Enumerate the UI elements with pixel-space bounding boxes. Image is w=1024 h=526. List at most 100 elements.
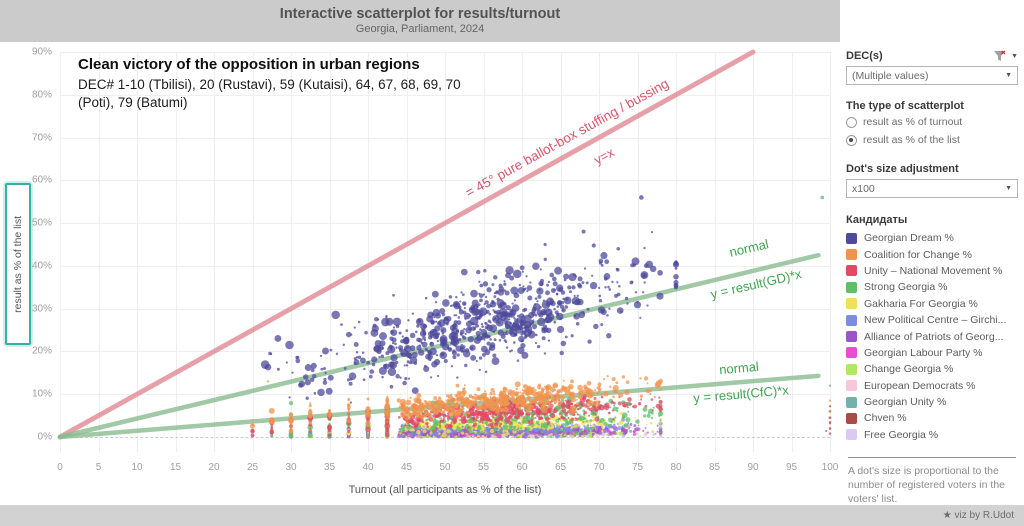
x-tick-label: 35 xyxy=(323,462,336,473)
legend-label: Strong Georgia % xyxy=(864,281,948,294)
legend-item[interactable]: Georgian Unity % xyxy=(846,394,1018,410)
footer-bar: ★ viz by R.Udot xyxy=(0,505,1024,526)
x-tick-label: 25 xyxy=(246,462,259,473)
legend-swatch xyxy=(846,265,857,277)
legend-label: Georgian Unity % xyxy=(864,396,947,409)
x-tick-label: 10 xyxy=(131,462,143,473)
y-tick-label: 10% xyxy=(31,388,52,400)
legend-item[interactable]: European Democrats % xyxy=(846,378,1018,394)
legend-swatch xyxy=(846,232,857,244)
x-tick-label: 75 xyxy=(631,462,644,473)
legend-title: Кандидаты xyxy=(846,214,908,226)
dec-filter-dropdown[interactable]: (Multiple values) ▼ xyxy=(846,66,1018,85)
x-tick-label: 85 xyxy=(708,462,721,473)
dot-size-value: x100 xyxy=(852,182,875,195)
legend-swatch xyxy=(846,429,857,441)
x-tick-label: 45 xyxy=(400,462,413,473)
scatterplot[interactable]: 0 5 10 15 20 25 30 35 40 45 50 55 60 65 70 75 80 85 90 95 10… xyxy=(0,42,840,505)
radio-selected-icon[interactable] xyxy=(846,134,857,146)
y-tick-label: 40% xyxy=(31,260,52,272)
scatterplot-type-option-1[interactable]: result as % of the list xyxy=(846,132,1018,148)
legend-swatch xyxy=(846,331,857,343)
legend-swatch xyxy=(846,249,857,261)
scatterplot-type-options: result as % of turnout result as % of the… xyxy=(846,114,1018,148)
legend-item[interactable]: Georgian Labour Party % xyxy=(846,345,1018,361)
x-tick-label: 20 xyxy=(208,462,220,473)
legend-label: Alliance of Patriots of Georg... xyxy=(864,330,1004,343)
chevron-down-icon: ▼ xyxy=(1005,72,1012,79)
control-panel: DEC(s) ▼ (Multiple values) ▼ The type of… xyxy=(840,0,1024,505)
y-axis-label-text: result as % of the list xyxy=(12,215,24,313)
legend-label: Coalition for Change % xyxy=(864,248,972,261)
legend-swatch xyxy=(846,363,857,375)
x-tick-label: 40 xyxy=(362,462,374,473)
dashboard-subtitle: Georgia, Parliament, 2024 xyxy=(355,23,485,35)
panel-separator xyxy=(848,457,1016,459)
annotation: Clean victory of the opposition in urban… xyxy=(78,56,498,111)
y-tick-label: 30% xyxy=(31,303,52,315)
y-tick-label: 0% xyxy=(37,431,52,443)
dot-size-dropdown[interactable]: x100 ▼ xyxy=(846,179,1018,198)
legend-item[interactable]: Coalition for Change % xyxy=(846,246,1018,262)
dec-menu-caret-icon[interactable]: ▼ xyxy=(1011,52,1018,60)
scatterplot-type-option-0[interactable]: result as % of turnout xyxy=(846,114,1018,130)
legend-swatch xyxy=(846,314,857,326)
filter-funnel-icon[interactable] xyxy=(993,50,1006,62)
legend-label: Unity – National Movement % xyxy=(864,264,1003,277)
x-tick-label: 60 xyxy=(516,462,528,473)
x-tick-label: 65 xyxy=(554,462,567,473)
y-tick-label: 60% xyxy=(31,174,52,186)
legend-item[interactable]: Chven % xyxy=(846,410,1018,426)
legend-item[interactable]: Georgian Dream % xyxy=(846,230,1018,246)
legend-label: Chven % xyxy=(864,412,907,425)
legend-label: Georgian Dream % xyxy=(864,232,954,245)
legend-label: Georgian Labour Party % xyxy=(864,346,983,359)
x-tick-label: 5 xyxy=(95,462,102,473)
y-tick-label: 90% xyxy=(31,46,52,58)
radio-icon[interactable] xyxy=(846,116,857,128)
x-tick-label: 55 xyxy=(477,462,490,473)
legend-label: Gakharia For Georgia % xyxy=(864,297,978,310)
legend-swatch xyxy=(846,412,857,424)
legend-item[interactable]: Gakharia For Georgia % xyxy=(846,296,1018,312)
x-tick-label: 100 xyxy=(821,462,839,473)
x-tick-label: 80 xyxy=(670,462,682,473)
legend-swatch xyxy=(846,380,857,392)
legend-swatch xyxy=(846,396,857,408)
y-tick-label: 80% xyxy=(31,89,52,101)
x-tick-label: 90 xyxy=(747,462,759,473)
legend: Georgian Dream % Coalition for Change % Un… xyxy=(846,230,1018,443)
x-tick-label: 0 xyxy=(57,462,63,473)
legend-swatch xyxy=(846,281,857,293)
legend-item[interactable]: Strong Georgia % xyxy=(846,279,1018,295)
y-tick-label: 50% xyxy=(31,217,52,229)
legend-swatch xyxy=(846,347,857,359)
dot-size-note: A dot's size is proportional to the numb… xyxy=(848,465,1005,506)
x-tick-label: 95 xyxy=(785,462,798,473)
x-tick-label: 15 xyxy=(169,462,182,473)
dec-filter-value: (Multiple values) xyxy=(852,69,929,82)
x-axis-title: Turnout (all participants as % of the li… xyxy=(348,484,542,496)
legend-item[interactable]: Unity – National Movement % xyxy=(846,263,1018,279)
radio-label: result as % of the list xyxy=(863,134,960,146)
y-tick-label: 70% xyxy=(31,132,52,144)
credit: ★ viz by R.Udot xyxy=(942,510,1014,521)
x-tick-label: 70 xyxy=(593,462,605,473)
legend-swatch xyxy=(846,298,857,310)
legend-label: Free Georgia % xyxy=(864,428,939,441)
dot-size-label: Dot's size adjustment xyxy=(846,163,959,175)
legend-item[interactable]: Alliance of Patriots of Georg... xyxy=(846,328,1018,344)
scatterplot-type-label: The type of scatterplot xyxy=(846,100,964,112)
scatter-canvas[interactable] xyxy=(0,42,840,505)
legend-item[interactable]: New Political Centre – Girchi... xyxy=(846,312,1018,328)
annotation-title: Clean victory of the opposition in urban… xyxy=(78,56,420,73)
y-axis-label[interactable]: result as % of the list xyxy=(5,183,31,345)
y-tick-label: 20% xyxy=(31,345,52,357)
chevron-down-icon: ▼ xyxy=(1005,185,1012,192)
annotation-body: DEC# 1-10 (Tbilisi), 20 (Rustavi), 59 (K… xyxy=(78,77,461,110)
dashboard-title: Interactive scatterplot for results/turn… xyxy=(279,6,561,22)
legend-item[interactable]: Free Georgia % xyxy=(846,427,1018,443)
legend-label: New Political Centre – Girchi... xyxy=(864,314,1007,327)
legend-item[interactable]: Change Georgia % xyxy=(846,361,1018,377)
